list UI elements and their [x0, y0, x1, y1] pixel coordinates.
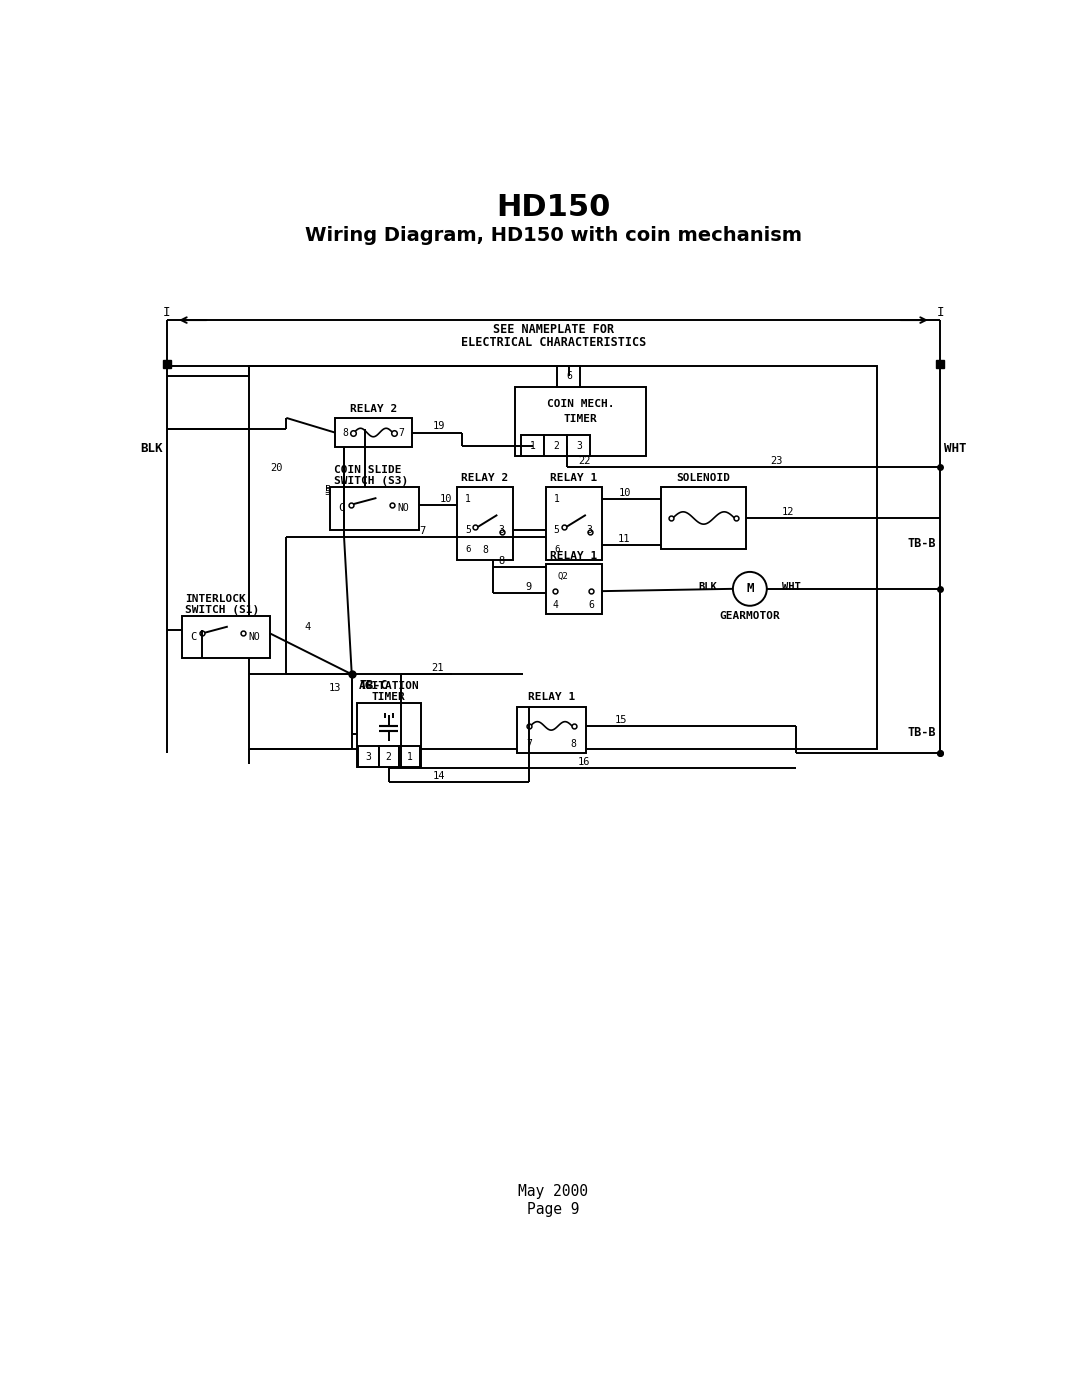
Text: TB-B: TB-B [907, 725, 936, 739]
Text: 8: 8 [342, 427, 349, 437]
Bar [545, 488, 602, 560]
Text: RELAY 1: RELAY 1 [527, 693, 575, 703]
Text: 21: 21 [432, 664, 444, 673]
Text: 6: 6 [566, 372, 571, 381]
Text: SEE NAMEPLATE FOR: SEE NAMEPLATE FOR [492, 323, 615, 335]
Text: Page 9: Page 9 [527, 1201, 580, 1217]
Bar [545, 564, 602, 615]
Text: 10: 10 [619, 488, 632, 497]
Text: 5: 5 [325, 485, 330, 495]
Bar [522, 434, 544, 457]
Text: 3: 3 [576, 440, 582, 451]
Bar [400, 746, 420, 767]
Text: 1: 1 [554, 493, 559, 504]
Text: 10: 10 [440, 493, 451, 504]
Text: BLK: BLK [140, 443, 163, 455]
Text: 8: 8 [482, 545, 488, 555]
Bar [330, 488, 419, 529]
Text: May 2000: May 2000 [518, 1185, 589, 1199]
Text: 5: 5 [554, 524, 559, 535]
Text: 19: 19 [432, 422, 445, 432]
Text: SWITCH (S3): SWITCH (S3) [334, 476, 408, 486]
Circle shape [733, 571, 767, 606]
Text: 13: 13 [328, 683, 341, 693]
Bar [457, 488, 513, 560]
Text: M: M [746, 583, 754, 595]
Text: C: C [190, 631, 197, 641]
Text: 3: 3 [498, 524, 504, 535]
Text: I: I [936, 306, 944, 319]
Text: 4: 4 [552, 599, 558, 610]
Text: Wiring Diagram, HD150 with coin mechanism: Wiring Diagram, HD150 with coin mechanis… [305, 226, 802, 244]
Text: 6: 6 [589, 599, 594, 610]
Text: 1: 1 [530, 440, 536, 451]
Bar [661, 488, 746, 549]
Text: 23: 23 [770, 455, 783, 467]
Text: 7: 7 [419, 527, 426, 536]
Text: 8: 8 [499, 556, 505, 566]
Text: WHT: WHT [782, 583, 801, 592]
Bar [357, 746, 379, 767]
Text: 1: 1 [465, 493, 471, 504]
Text: AGITATION: AGITATION [359, 680, 419, 692]
Bar [249, 366, 877, 749]
Text: TIMER: TIMER [564, 415, 597, 425]
Text: 14: 14 [432, 771, 445, 781]
Text: 6: 6 [465, 545, 471, 555]
Text: ELECTRICAL CHARACTERISTICS: ELECTRICAL CHARACTERISTICS [461, 335, 646, 349]
Bar [379, 746, 400, 767]
Text: 11: 11 [618, 534, 630, 543]
Text: 5: 5 [325, 486, 330, 497]
Text: 2: 2 [553, 440, 558, 451]
Text: 3: 3 [365, 752, 370, 761]
Text: 15: 15 [615, 715, 626, 725]
Text: 6: 6 [554, 545, 559, 555]
Text: 20: 20 [270, 462, 283, 474]
Bar [567, 434, 591, 457]
Text: 3: 3 [586, 524, 593, 535]
Text: 7: 7 [399, 427, 404, 437]
Text: HD150: HD150 [497, 193, 610, 222]
Text: WHT: WHT [944, 443, 967, 455]
Text: RELAY 1: RELAY 1 [550, 474, 597, 483]
Bar [557, 366, 580, 387]
Text: Q2: Q2 [557, 571, 568, 581]
Text: SOLENOID: SOLENOID [677, 474, 731, 483]
Text: 5: 5 [465, 524, 471, 535]
Bar [357, 703, 421, 767]
Text: NO: NO [248, 631, 260, 641]
Bar [515, 387, 646, 457]
Text: 22: 22 [578, 455, 591, 467]
Text: TB-C: TB-C [360, 679, 388, 692]
Text: C: C [339, 503, 345, 513]
Text: 1: 1 [406, 752, 413, 761]
Bar [516, 707, 585, 753]
Text: 7: 7 [526, 739, 531, 749]
Text: RELAY 1: RELAY 1 [550, 552, 597, 562]
Text: 2: 2 [386, 752, 392, 761]
Text: COIN SLIDE: COIN SLIDE [334, 465, 402, 475]
Bar [181, 616, 270, 658]
Text: SWITCH (S1): SWITCH (S1) [186, 605, 259, 615]
Text: INTERLOCK: INTERLOCK [186, 594, 246, 604]
Text: 12: 12 [782, 507, 795, 517]
Text: TB-B: TB-B [907, 536, 936, 550]
Text: RELAY 2: RELAY 2 [350, 404, 397, 414]
Text: BLK: BLK [699, 583, 717, 592]
Text: 16: 16 [578, 757, 591, 767]
Text: NO: NO [397, 503, 409, 513]
Text: 8: 8 [570, 739, 577, 749]
Text: RELAY 2: RELAY 2 [461, 474, 509, 483]
Text: TIMER: TIMER [372, 692, 406, 701]
Text: 4: 4 [303, 622, 310, 633]
Text: GEARMOTOR: GEARMOTOR [719, 610, 780, 620]
Bar [335, 418, 411, 447]
Bar [544, 434, 567, 457]
Text: 9: 9 [526, 581, 532, 591]
Text: I: I [163, 306, 171, 319]
Text: COIN MECH.: COIN MECH. [546, 400, 615, 409]
